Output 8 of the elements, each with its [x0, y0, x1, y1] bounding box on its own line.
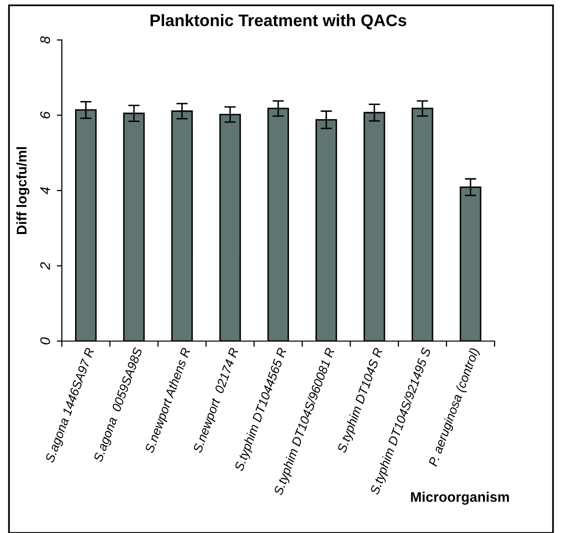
y-tick-label: 4 [40, 187, 50, 194]
chart-title: Planktonic Treatment with QACs [150, 14, 406, 30]
y-tick-label: 0 [40, 337, 50, 344]
x-axis-title: Microorganism [411, 492, 509, 505]
y-tick-label: 8 [40, 36, 50, 44]
y-tick-label: 2 [40, 262, 50, 270]
y-axis-title: Diff logcfu/ml [16, 147, 30, 234]
y-tick-label: 6 [40, 111, 50, 118]
